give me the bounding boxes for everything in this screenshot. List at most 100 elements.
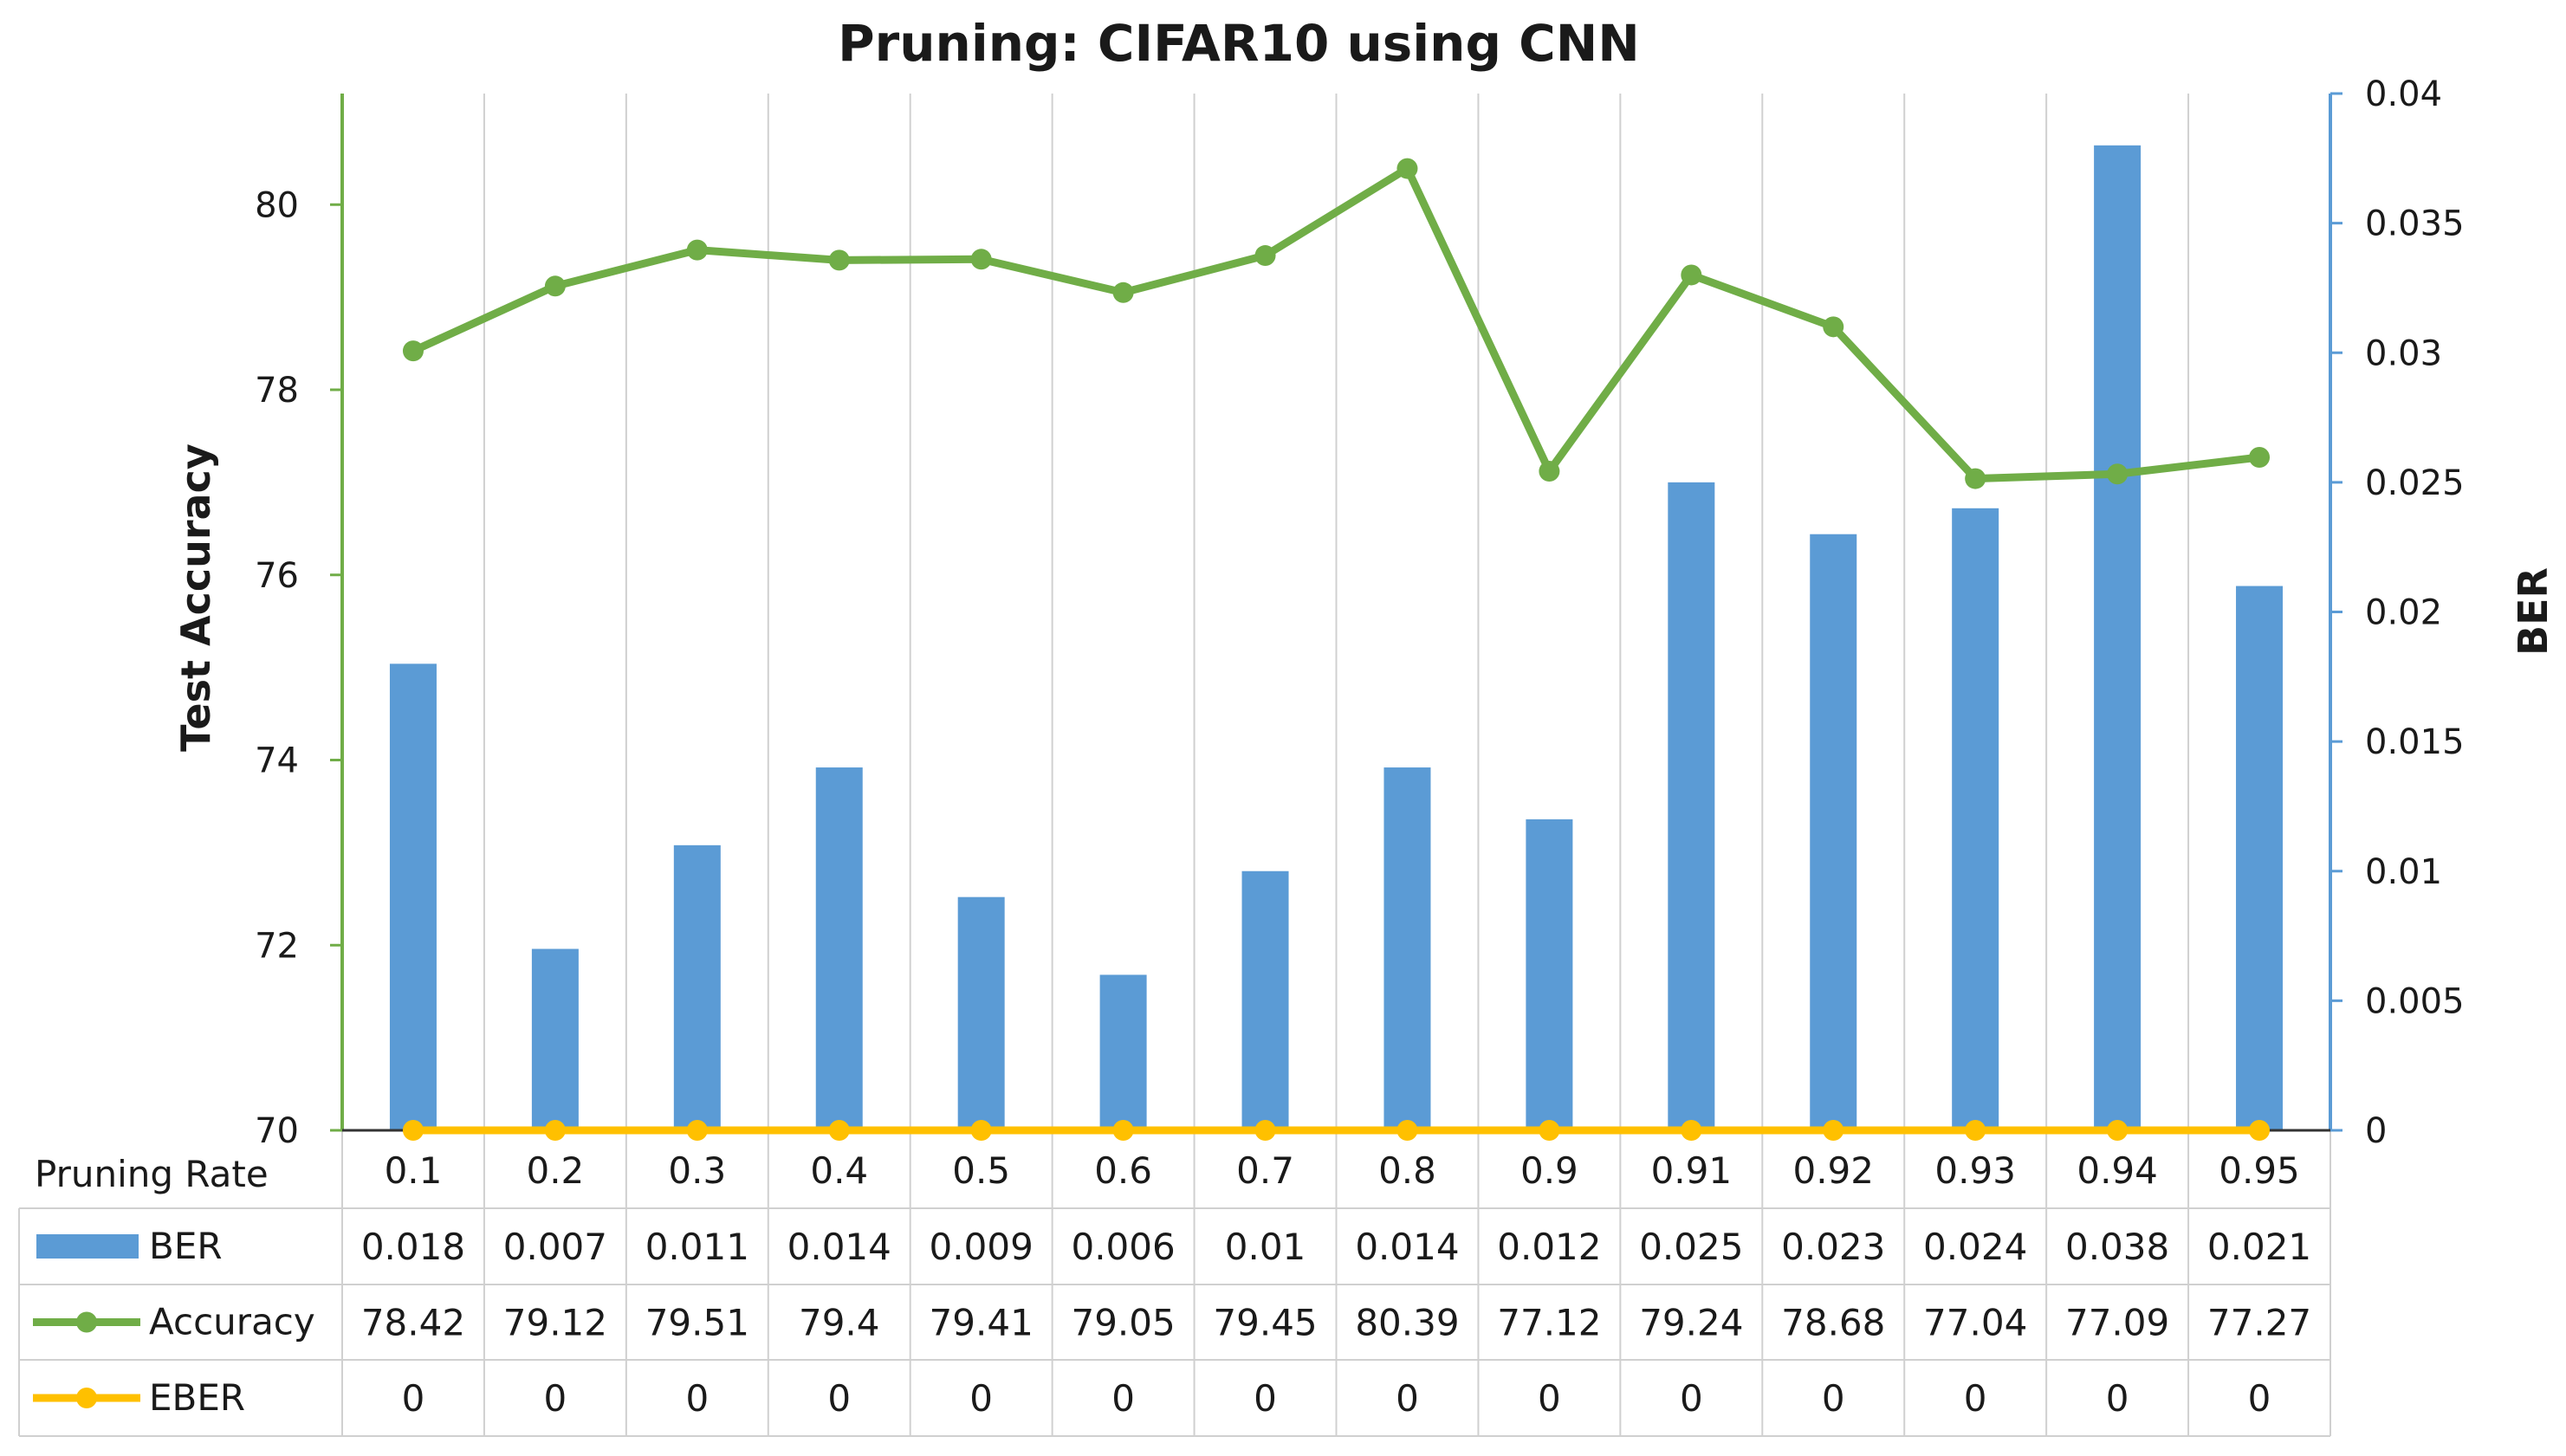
right-tick-label: 0 bbox=[2365, 1111, 2387, 1151]
category-label: 0.1 bbox=[385, 1149, 443, 1192]
ber-bar bbox=[2094, 145, 2142, 1131]
left-tick-label: 80 bbox=[255, 185, 299, 225]
series-lines bbox=[402, 158, 2271, 1141]
ber-value: 0.009 bbox=[930, 1226, 1034, 1268]
accuracy-value: 78.42 bbox=[361, 1302, 465, 1344]
accuracy-value: 79.4 bbox=[799, 1302, 880, 1344]
eber-value: 0 bbox=[2106, 1377, 2129, 1420]
category-label: 0.92 bbox=[1792, 1149, 1874, 1192]
ber-value: 0.01 bbox=[1225, 1226, 1306, 1268]
ber-value: 0.006 bbox=[1071, 1226, 1175, 1268]
category-axis-label: Pruning Rate bbox=[35, 1153, 269, 1195]
accuracy-marker bbox=[544, 275, 566, 297]
left-tick-label: 74 bbox=[255, 741, 299, 781]
ber-value: 0.021 bbox=[2207, 1226, 2311, 1268]
legend-label-eber: EBER bbox=[149, 1376, 245, 1419]
ber-bar bbox=[2236, 586, 2284, 1130]
accuracy-marker bbox=[1539, 461, 1560, 482]
eber-marker bbox=[1965, 1120, 1986, 1141]
accuracy-value: 79.41 bbox=[930, 1302, 1034, 1344]
accuracy-value: 79.51 bbox=[645, 1302, 749, 1344]
ber-value: 0.014 bbox=[1355, 1226, 1459, 1268]
ber-bars bbox=[389, 145, 2284, 1131]
accuracy-value: 79.45 bbox=[1213, 1302, 1317, 1344]
ber-value: 0.018 bbox=[361, 1226, 465, 1268]
eber-value: 0 bbox=[969, 1377, 993, 1420]
left-tick-label: 76 bbox=[255, 556, 299, 596]
accuracy-marker bbox=[970, 249, 992, 270]
accuracy-line bbox=[411, 165, 2260, 483]
axes: 70 72 74 76 78 80 0 0.005 0.01 0.015 0.02 0.025 0.03… bbox=[255, 74, 2464, 1151]
accuracy-value: 78.68 bbox=[1781, 1302, 1885, 1344]
right-tick-label: 0.005 bbox=[2365, 981, 2465, 1021]
eber-value: 0 bbox=[1111, 1377, 1135, 1420]
category-label: 0.4 bbox=[810, 1149, 868, 1192]
eber-value: 0 bbox=[402, 1377, 425, 1420]
ber-bar bbox=[815, 767, 863, 1130]
accuracy-value: 79.12 bbox=[503, 1302, 607, 1344]
right-axis-title: BER bbox=[2510, 567, 2556, 656]
category-label: 0.95 bbox=[2219, 1149, 2300, 1192]
legend-label-accuracy: Accuracy bbox=[149, 1301, 315, 1343]
ber-bar bbox=[1668, 482, 1715, 1130]
accuracy-marker bbox=[2249, 447, 2271, 469]
accuracy-marker bbox=[2107, 463, 2129, 485]
ber-value: 0.038 bbox=[2065, 1226, 2169, 1268]
eber-marker bbox=[828, 1120, 850, 1141]
right-tick-label: 0.03 bbox=[2365, 333, 2442, 373]
eber-marker bbox=[544, 1120, 566, 1141]
accuracy-value: 77.04 bbox=[1923, 1302, 2027, 1344]
accuracy-marker bbox=[1396, 158, 1418, 179]
left-tick-label: 78 bbox=[255, 371, 299, 411]
accuracy-value: 80.39 bbox=[1355, 1302, 1459, 1344]
left-tick-label: 72 bbox=[255, 926, 299, 966]
ber-value: 0.011 bbox=[645, 1226, 749, 1268]
ber-value: 0.014 bbox=[787, 1226, 891, 1268]
category-label: 0.3 bbox=[668, 1149, 726, 1192]
accuracy-marker bbox=[828, 249, 850, 271]
eber-marker bbox=[1539, 1120, 1560, 1141]
eber-value: 0 bbox=[1254, 1377, 1277, 1420]
ber-value: 0.007 bbox=[503, 1226, 607, 1268]
eber-marker bbox=[970, 1120, 992, 1141]
ber-value: 0.023 bbox=[1781, 1226, 1885, 1268]
legend-key-marker-accuracy bbox=[76, 1311, 97, 1333]
ber-bar bbox=[1952, 508, 1999, 1130]
left-tick-label: 70 bbox=[255, 1111, 299, 1151]
ber-bar bbox=[531, 948, 579, 1130]
category-label: 0.2 bbox=[526, 1149, 584, 1192]
eber-value: 0 bbox=[1396, 1377, 1419, 1420]
ber-bar bbox=[957, 896, 1005, 1130]
accuracy-marker bbox=[1254, 245, 1276, 267]
right-tick-label: 0.01 bbox=[2365, 852, 2442, 892]
eber-value: 0 bbox=[685, 1377, 709, 1420]
eber-value: 0 bbox=[1538, 1377, 1561, 1420]
eber-value: 0 bbox=[2248, 1377, 2271, 1420]
category-label: 0.7 bbox=[1236, 1149, 1294, 1192]
data-table: Pruning Rate 0.1 0.2 0.3 0.4 0.5 0.6 0.7 0.8 0.9 0… bbox=[18, 1149, 2330, 1437]
chart-title: Pruning: CIFAR10 using CNN bbox=[838, 14, 1640, 73]
accuracy-value: 77.27 bbox=[2207, 1302, 2311, 1344]
right-tick-label: 0.035 bbox=[2365, 204, 2465, 244]
eber-marker bbox=[1254, 1120, 1276, 1141]
right-tick-label: 0.025 bbox=[2365, 463, 2465, 503]
eber-marker bbox=[1396, 1120, 1418, 1141]
accuracy-marker bbox=[1681, 264, 1702, 286]
eber-value: 0 bbox=[1822, 1377, 1845, 1420]
legend-label-ber: BER bbox=[149, 1225, 223, 1267]
category-label: 0.8 bbox=[1378, 1149, 1436, 1192]
ber-bar bbox=[1383, 767, 1431, 1130]
accuracy-marker bbox=[402, 340, 424, 362]
accuracy-marker bbox=[1823, 316, 1844, 338]
eber-marker bbox=[1112, 1120, 1134, 1141]
accuracy-marker bbox=[686, 239, 708, 261]
ber-bar bbox=[1099, 974, 1147, 1130]
eber-value: 0 bbox=[1964, 1377, 1987, 1420]
legend-key-marker-eber bbox=[76, 1388, 97, 1408]
right-tick-label: 0.04 bbox=[2365, 74, 2442, 114]
eber-value: 0 bbox=[544, 1377, 567, 1420]
ber-bar bbox=[1526, 819, 1573, 1130]
eber-marker bbox=[2249, 1120, 2271, 1141]
legend-key-ber bbox=[36, 1234, 139, 1259]
